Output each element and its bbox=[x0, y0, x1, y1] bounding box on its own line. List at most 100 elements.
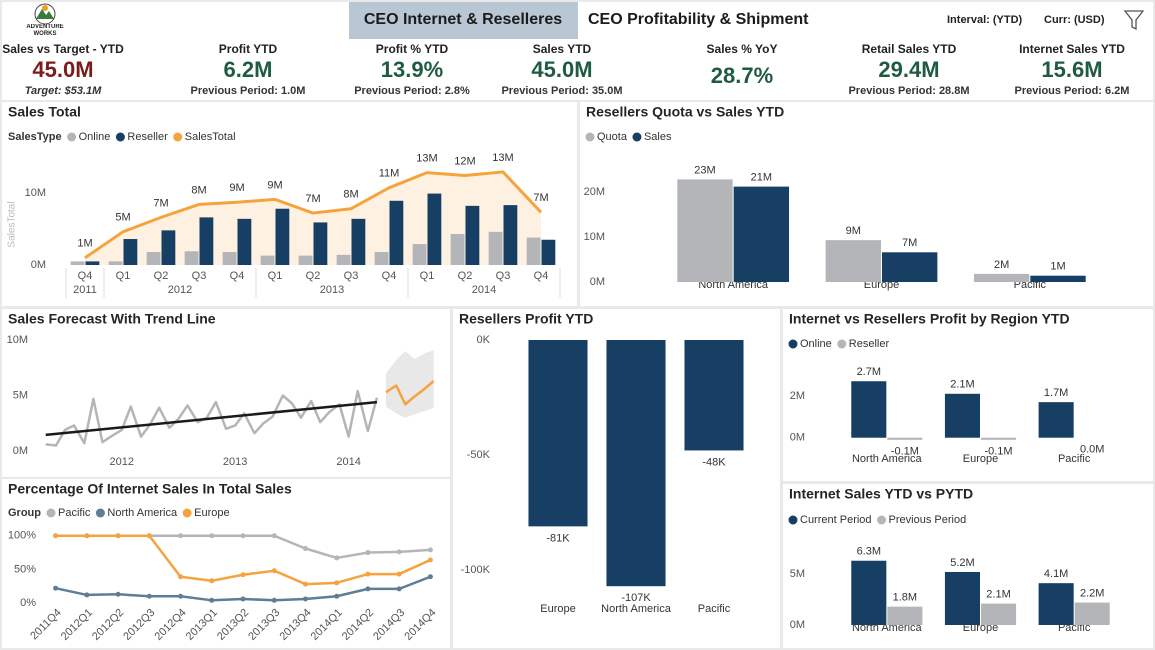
data-label: 1M bbox=[77, 238, 92, 250]
bar bbox=[123, 239, 138, 265]
y-axis-title: SalesTotal bbox=[7, 201, 18, 247]
tab[interactable]: CEO Profitability & Shipment bbox=[588, 11, 809, 28]
legend-marker bbox=[115, 132, 125, 142]
bar bbox=[882, 252, 938, 282]
y-tick-label: 100% bbox=[8, 530, 36, 542]
kpi-note: Previous Period: 6.2M bbox=[1015, 85, 1130, 97]
bar bbox=[374, 252, 389, 265]
data-label: 2.2M bbox=[1080, 587, 1104, 599]
legend-label: SalesTotal bbox=[185, 131, 236, 143]
data-label: 7M bbox=[533, 192, 548, 204]
line bbox=[84, 170, 543, 260]
bar bbox=[944, 571, 980, 625]
data-label: -0.1M bbox=[891, 446, 919, 458]
legend-label: Reseller bbox=[849, 338, 890, 350]
logo-text: ADVENTURE WORKS bbox=[26, 24, 64, 37]
line bbox=[385, 380, 435, 406]
data-label: 7M bbox=[902, 237, 917, 249]
legend-title: Group bbox=[8, 507, 41, 519]
y-tick-label: 0M bbox=[13, 445, 28, 457]
filter-icon[interactable] bbox=[1123, 10, 1145, 31]
bar bbox=[1030, 275, 1086, 282]
point bbox=[115, 533, 121, 539]
data-label: 8M bbox=[343, 189, 358, 201]
currency-label: Curr: (USD) bbox=[1044, 14, 1105, 26]
chart-title: Sales Total bbox=[8, 104, 81, 120]
data-label: 2.1M bbox=[986, 588, 1010, 600]
bar bbox=[336, 254, 351, 265]
panel bbox=[2, 479, 450, 648]
tab-active[interactable] bbox=[349, 2, 578, 39]
x-tick-label-box: Pacific bbox=[1014, 279, 1046, 291]
bar bbox=[528, 340, 588, 527]
bar bbox=[541, 239, 556, 265]
x-tick-label: Pacific bbox=[1057, 453, 1091, 465]
bar bbox=[222, 252, 237, 265]
logo-box: ADVENTURE WORKS bbox=[26, 24, 64, 37]
y-tick-label: 0M bbox=[790, 432, 805, 444]
kpi-value: 29.4M bbox=[878, 57, 939, 82]
chart-title: Percentage Of Internet Sales In Total Sa… bbox=[8, 481, 292, 497]
chart-title: Internet vs Resellers Profit by Region Y… bbox=[789, 311, 1070, 327]
point bbox=[271, 568, 277, 574]
data-label: 7M bbox=[305, 193, 320, 205]
bar bbox=[389, 200, 404, 265]
kpi-note: Previous Period: 35.0M bbox=[501, 85, 622, 97]
x-tick-label: North America bbox=[601, 603, 671, 615]
kpi-note: Previous Period: 2.8% bbox=[354, 85, 470, 97]
legend-marker bbox=[585, 132, 595, 142]
point bbox=[334, 555, 340, 561]
bar bbox=[677, 179, 733, 282]
bar bbox=[412, 244, 427, 265]
legend-marker bbox=[877, 515, 887, 525]
point bbox=[178, 574, 184, 580]
kpi-value: 13.9% bbox=[381, 57, 443, 82]
data-label: 12M bbox=[454, 155, 475, 167]
tab[interactable]: CEO Internet & Reselleres bbox=[364, 11, 562, 28]
kpi-title: Sales % YoY bbox=[707, 42, 778, 56]
x-tick-label-box: North America bbox=[852, 622, 922, 634]
bar bbox=[944, 393, 980, 438]
kpi-title: Retail Sales YTD bbox=[862, 42, 957, 56]
y-tick-label: 5M bbox=[13, 389, 28, 401]
data-label: 4.1M bbox=[1044, 568, 1068, 580]
kpi-value: 15.6M bbox=[1041, 57, 1102, 82]
x-tick-label-box: North America bbox=[698, 279, 768, 291]
x-tick-label: Q4 bbox=[230, 270, 245, 282]
y-tick-label: 2M bbox=[790, 390, 805, 402]
bar bbox=[733, 186, 790, 282]
y-tick-label: -100K bbox=[461, 564, 491, 576]
legend-marker bbox=[46, 508, 56, 518]
point bbox=[365, 571, 371, 577]
data-label: 6.3M bbox=[857, 546, 881, 558]
bar bbox=[427, 193, 442, 265]
legend-label: Sales bbox=[644, 131, 672, 143]
data-label: 1.7M bbox=[1044, 387, 1068, 399]
point bbox=[178, 533, 184, 539]
data-label: -48K bbox=[702, 456, 726, 468]
bar bbox=[887, 606, 923, 625]
point bbox=[334, 580, 340, 586]
legend-marker bbox=[632, 132, 642, 142]
bar bbox=[313, 222, 328, 265]
data-label: -107K bbox=[621, 592, 651, 604]
y-tick-label: 0M bbox=[31, 259, 46, 271]
data-label: 1M bbox=[1050, 261, 1065, 273]
data-label: 2.1M bbox=[950, 379, 974, 391]
point bbox=[240, 572, 246, 578]
kpi-title: Profit YTD bbox=[219, 42, 278, 56]
x-tick-label: Pacific bbox=[697, 603, 731, 615]
data-label: 2.7M bbox=[857, 366, 881, 378]
point bbox=[396, 549, 402, 555]
legend-label: Pacific bbox=[58, 507, 91, 519]
bar bbox=[351, 218, 366, 265]
legend-label: Online bbox=[800, 338, 832, 350]
y-tick-label: 0M bbox=[590, 276, 605, 288]
point bbox=[396, 571, 402, 577]
point bbox=[209, 597, 215, 603]
bar bbox=[488, 231, 503, 265]
chart-title: Internet Sales YTD vs PYTD bbox=[789, 486, 973, 502]
data-label: 0.0M bbox=[1080, 444, 1104, 456]
legend-marker bbox=[173, 132, 183, 142]
